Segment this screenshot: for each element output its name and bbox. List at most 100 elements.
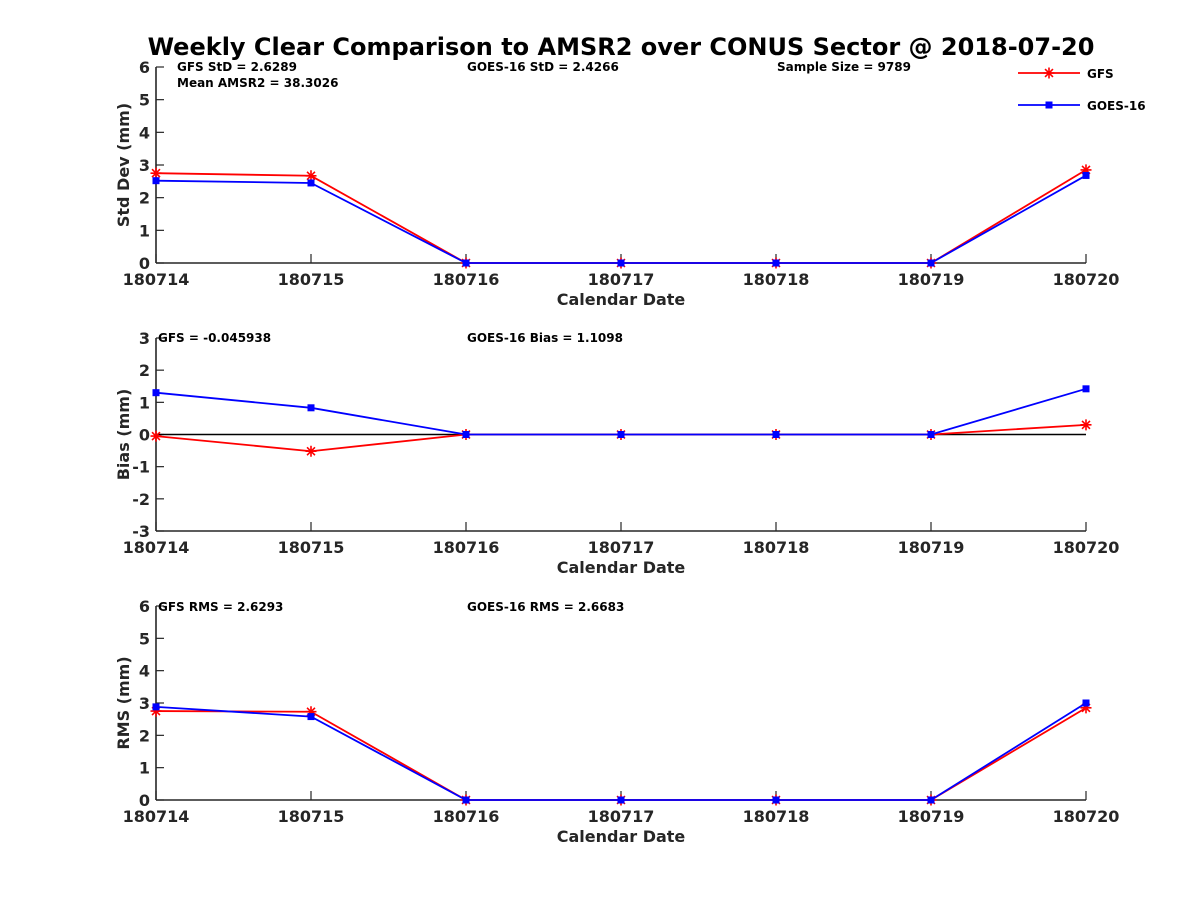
x-tick-label: 180717	[588, 538, 655, 557]
y-tick-label: 3	[139, 156, 150, 175]
x-tick-label: 180716	[433, 538, 500, 557]
y-tick-label: 5	[139, 629, 150, 648]
goes16-data-point	[617, 259, 625, 267]
stat-annotation: GOES-16 StD = 2.4266	[467, 60, 619, 74]
y-tick-label: 0	[139, 791, 150, 810]
y-tick-label: 5	[139, 91, 150, 110]
gfs-data-point	[1080, 419, 1092, 431]
goes16-series-line	[155, 387, 1087, 436]
x-tick-label: 180719	[898, 270, 965, 289]
gfs-data-point	[305, 706, 317, 718]
x-tick-label: 180720	[1053, 538, 1120, 557]
x-axis-label: Calendar Date	[557, 558, 686, 577]
std-dev-panel: 0 1 2 3 4 5 6 180714 180715 180716 180717 180718 180…	[114, 58, 1119, 309]
gfs-data-point	[150, 167, 162, 179]
y-tick-label: 1	[139, 221, 150, 240]
goes16-data-point	[772, 431, 780, 438]
gfs-data-point	[1080, 164, 1092, 176]
y-tick-label: -3	[132, 522, 150, 541]
x-tick-label: 180716	[433, 270, 500, 289]
x-axis-label: Calendar Date	[557, 290, 686, 309]
goes16-data-point	[307, 179, 315, 187]
x-tick-label: 180719	[898, 807, 965, 826]
goes16-data-point	[927, 796, 935, 804]
x-tick-label: 180714	[123, 270, 190, 289]
goes16-data-point	[1082, 699, 1090, 707]
x-axis-label: Calendar Date	[557, 827, 686, 846]
stat-annotation: Sample Size = 9789	[777, 60, 911, 74]
y-tick-label: 3	[139, 694, 150, 713]
goes16-legend-marker	[1045, 101, 1053, 109]
gfs-data-point	[305, 170, 317, 182]
x-tick-label: 180720	[1053, 270, 1120, 289]
y-tick-label: 2	[139, 189, 150, 208]
x-tick-label: 180716	[433, 807, 500, 826]
goes16-series-line	[155, 702, 1087, 801]
legend-label: GOES-16	[1087, 99, 1146, 113]
y-axis-label: Std Dev (mm)	[114, 103, 133, 227]
goes16-data-point	[1082, 385, 1090, 393]
rms-panel: 0 1 2 3 4 5 6 180714 180715 180716 180717 180718 180…	[114, 597, 1119, 846]
x-tick-label: 180717	[588, 270, 655, 289]
stat-annotation: GOES-16 Bias = 1.1098	[467, 331, 623, 345]
y-tick-label: 6	[139, 58, 150, 77]
goes16-data-point	[462, 431, 470, 438]
x-tick-label: 180719	[898, 538, 965, 557]
goes16-data-point	[617, 796, 625, 804]
y-tick-label: 0	[139, 254, 150, 273]
y-tick-label: -1	[132, 458, 150, 477]
x-tick-label: 180715	[278, 538, 345, 557]
stat-annotation: GFS RMS = 2.6293	[158, 600, 283, 614]
gfs-data-point	[1080, 702, 1092, 714]
y-tick-label: 2	[139, 726, 150, 745]
goes16-data-point	[152, 389, 160, 397]
gfs-data-point	[150, 430, 162, 442]
x-tick-label: 180720	[1053, 807, 1120, 826]
x-tick-label: 180717	[588, 807, 655, 826]
y-axis-label: RMS (mm)	[114, 656, 133, 749]
goes16-data-point	[152, 177, 160, 185]
y-tick-label: -2	[132, 490, 150, 509]
stat-annotation: GFS = -0.045938	[158, 331, 271, 345]
gfs-data-point	[150, 705, 162, 717]
legend-label: GFS	[1087, 67, 1114, 81]
stat-annotation: GOES-16 RMS = 2.6683	[467, 600, 624, 614]
x-tick-label: 180714	[123, 807, 190, 826]
goes16-series-line	[155, 174, 1087, 264]
goes16-data-point	[772, 259, 780, 267]
y-tick-label: 1	[139, 759, 150, 778]
x-tick-label: 180718	[743, 270, 810, 289]
y-tick-label: 4	[139, 123, 150, 142]
gfs-data-point	[305, 445, 317, 457]
goes16-data-point	[307, 404, 315, 412]
x-tick-label: 180718	[743, 538, 810, 557]
goes16-data-point	[462, 796, 470, 804]
stat-annotation: Mean AMSR2 = 38.3026	[177, 76, 338, 90]
y-axis-label: Bias (mm)	[114, 389, 133, 481]
gfs-series-line	[155, 707, 1087, 801]
goes16-data-point	[307, 713, 315, 721]
y-tick-label: 4	[139, 662, 150, 681]
goes16-data-point	[927, 431, 935, 438]
bias-panel: -3 -2 -1 0 1 2 3 180714 180715 180716 180717 180718…	[114, 329, 1119, 577]
x-tick-label: 180718	[743, 807, 810, 826]
y-tick-label: 6	[139, 597, 150, 616]
y-tick-label: 2	[139, 361, 150, 380]
legend: GFS GOES-16	[1018, 67, 1146, 113]
goes16-data-point	[927, 259, 935, 267]
y-tick-label: 1	[139, 393, 150, 412]
goes16-data-point	[1082, 171, 1090, 179]
x-tick-label: 180715	[278, 270, 345, 289]
goes16-data-point	[152, 703, 160, 711]
goes16-data-point	[617, 431, 625, 438]
x-tick-label: 180714	[123, 538, 190, 557]
figure-title: Weekly Clear Comparison to AMSR2 over CO…	[148, 33, 1095, 61]
x-tick-label: 180715	[278, 807, 345, 826]
stat-annotation: GFS StD = 2.6289	[177, 60, 297, 74]
goes16-data-point	[772, 796, 780, 804]
goes16-data-point	[462, 259, 470, 267]
y-tick-label: 0	[139, 426, 150, 445]
gfs-legend-marker	[1043, 67, 1055, 79]
y-tick-label: 3	[139, 329, 150, 348]
